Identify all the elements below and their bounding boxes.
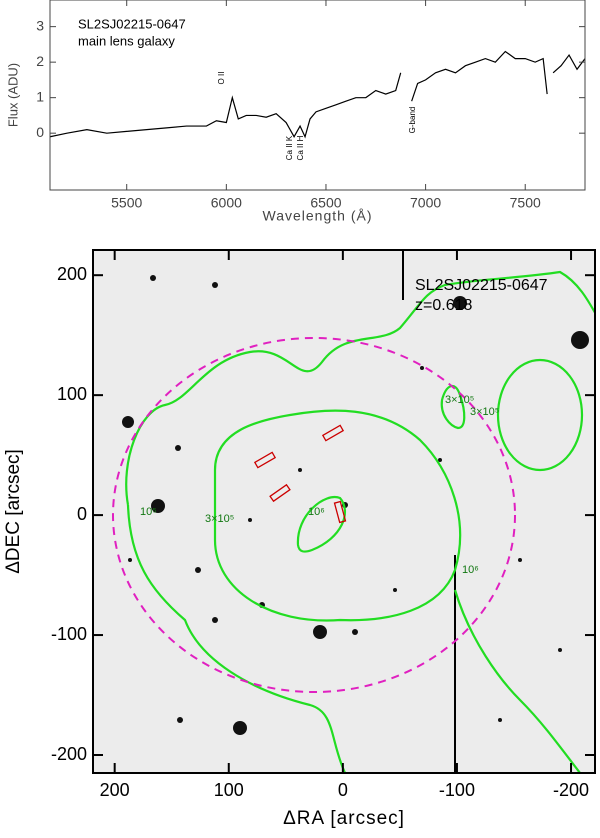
annotation: 3×10⁵ [205,513,234,525]
x-tick-label: 7500 [510,195,541,211]
plot-frame [92,249,596,774]
chart-subtitle: main lens galaxy [78,33,175,48]
y-tick-label: 2 [36,53,44,69]
x-tick-label: -200 [553,780,589,800]
chart-title: SL2SJ02215-0647 [415,277,548,294]
x-tick-label: 6500 [310,195,341,211]
x-tick-label: 7000 [410,195,441,211]
x-axis-label: Wavelength (Å) [263,208,373,224]
sky-image [93,250,595,773]
y-tick-label: 0 [36,124,44,140]
x-tick-label: 200 [100,780,130,800]
plot-frame [49,0,586,191]
y-tick-label: 200 [57,264,87,284]
x-tick-label: 0 [338,780,348,800]
chart-title: SL2SJ02215-0647 [78,16,186,31]
y-tick-label: -100 [51,624,87,644]
annotation: G-band [408,107,417,134]
annotation: Ca II H [296,135,305,160]
annotation: 3×10⁵ [445,394,474,406]
annotation: 10⁶ [462,564,479,576]
annotation: 10⁶ [308,506,325,518]
x-axis-label: ΔRA [arcsec] [283,808,405,829]
annotation: Ca II K [285,135,294,160]
spectrum-line [49,50,586,139]
x-tick-label: 6000 [211,195,242,211]
y-axis-label: ΔDEC [arcsec] [3,449,24,574]
y-tick-label: 0 [77,504,87,524]
annotation: O II [217,72,226,85]
annotation: 10⁵ [140,506,157,518]
y-tick-label: 100 [57,384,87,404]
annotation: 3×10⁵ [470,406,499,418]
y-axis-label: Flux (ADU) [5,63,20,127]
y-tick-label: -200 [51,744,87,764]
x-tick-label: 100 [214,780,244,800]
y-tick-label: 1 [36,88,44,104]
x-tick-label: 5500 [111,195,142,211]
chart-subtitle: z=0.618 [415,297,472,314]
x-tick-label: -100 [439,780,475,800]
y-tick-label: 3 [36,17,44,33]
